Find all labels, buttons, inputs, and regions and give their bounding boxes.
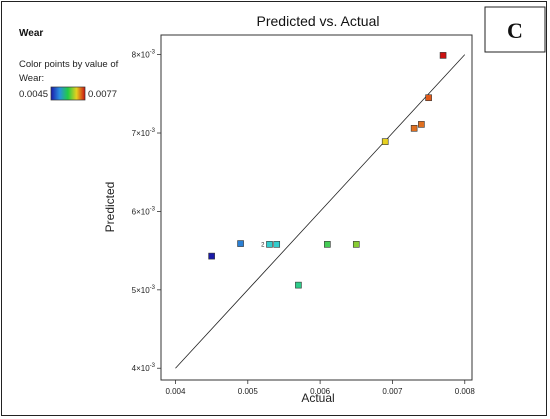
data-point — [266, 241, 273, 248]
panel-label-box — [484, 6, 546, 53]
y-tick-label: 6×10-3 — [132, 206, 156, 216]
legend-description-line1: Color points by value of — [19, 59, 119, 70]
y-axis-label: Predicted — [103, 182, 117, 233]
x-axis-label: Actual — [301, 391, 334, 405]
panel-label: C — [507, 18, 523, 43]
data-point — [352, 241, 360, 248]
legend-title: Wear — [19, 28, 43, 39]
legend-description-line2: Wear: — [19, 73, 44, 84]
y-tick-label: 8×10-3 — [132, 50, 156, 60]
x-tick-label: 0.008 — [455, 387, 476, 396]
y-tick-label: 4×10-3 — [132, 363, 156, 373]
point-count-label: 2 — [261, 242, 265, 248]
x-tick-label: 0.005 — [238, 387, 259, 396]
data-point — [208, 252, 215, 260]
x-tick-label: 0.004 — [165, 387, 186, 396]
data-point — [410, 125, 418, 132]
legend-color-bar — [50, 86, 86, 101]
data-point — [439, 52, 447, 59]
y-tick-label: 7×10-3 — [132, 128, 156, 138]
data-point — [324, 241, 331, 248]
data-point — [381, 138, 389, 145]
y-tick-label: 5×10-3 — [132, 285, 156, 295]
data-point — [425, 94, 432, 102]
plot-area — [160, 34, 473, 381]
data-point — [237, 240, 244, 247]
x-tick-label: 0.007 — [382, 387, 403, 396]
data-point — [418, 121, 425, 128]
legend-max-label: 0.0077 — [88, 89, 117, 100]
data-point — [273, 241, 281, 248]
chart-title: Predicted vs. Actual — [257, 13, 380, 29]
data-point — [295, 281, 302, 289]
reference-line — [175, 54, 466, 369]
legend-min-label: 0.0045 — [19, 89, 48, 100]
x-tick-label: 0.006 — [310, 387, 331, 396]
